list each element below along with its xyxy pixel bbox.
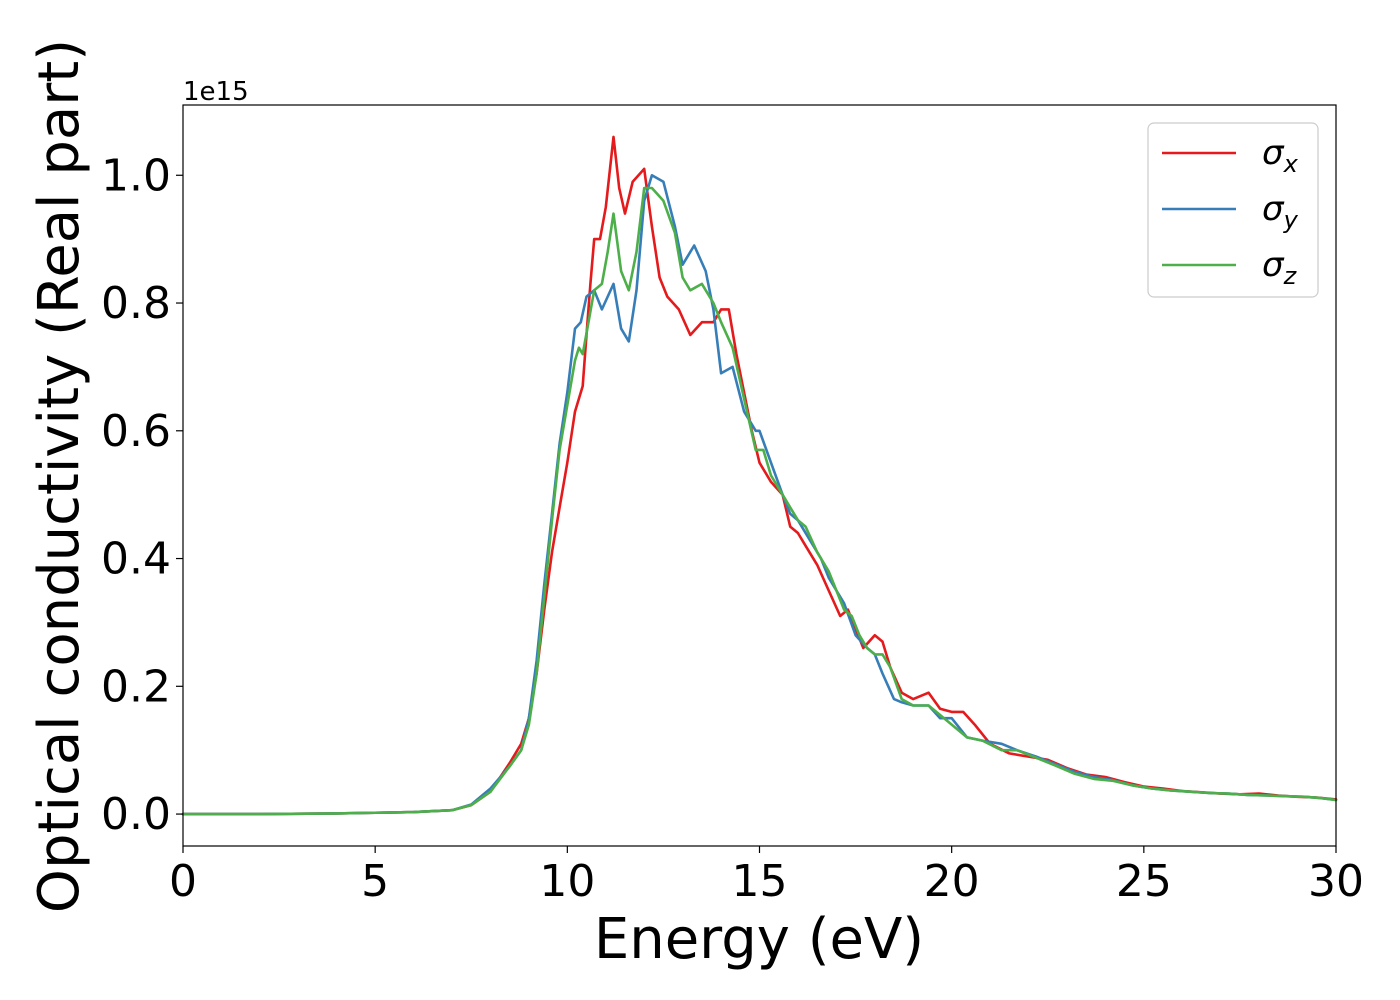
x-tick-label: 5: [361, 856, 389, 907]
y-tick-label: 0.0: [101, 789, 171, 840]
x-axis-title: Energy (eV): [594, 907, 924, 972]
y-tick-label: 0.8: [101, 278, 171, 329]
x-tick-label: 0: [169, 856, 197, 907]
x-tick-label: 20: [924, 856, 980, 907]
y-tick-label: 0.6: [101, 406, 171, 457]
y-tick-label: 0.2: [101, 661, 171, 712]
x-tick-label: 25: [1116, 856, 1172, 907]
y-axis-title: Optical conductivity (Real part): [27, 39, 92, 913]
y-axis-ticks: 0.0 0.2 0.4 0.6 0.8 1.0: [101, 150, 183, 840]
y-offset-label: 1e15: [183, 77, 249, 107]
x-tick-label: 15: [732, 856, 788, 907]
y-tick-label: 1.0: [101, 150, 171, 201]
x-tick-label: 30: [1308, 856, 1364, 907]
y-tick-label: 0.4: [101, 534, 171, 585]
x-axis-ticks: 0 5 10 15 20 25 30: [169, 846, 1364, 907]
x-tick-label: 10: [539, 856, 595, 907]
